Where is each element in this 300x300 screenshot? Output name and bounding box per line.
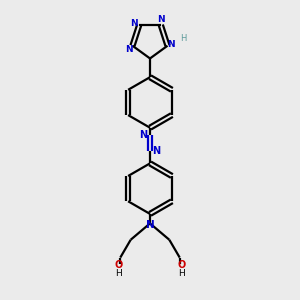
Text: H: H — [180, 34, 186, 43]
Text: H: H — [178, 268, 184, 278]
Text: O: O — [177, 260, 185, 270]
Text: N: N — [146, 220, 154, 230]
Text: H: H — [116, 268, 122, 278]
Text: N: N — [140, 130, 148, 140]
Text: N: N — [157, 15, 165, 24]
Text: N: N — [168, 40, 175, 49]
Text: O: O — [115, 260, 123, 270]
Text: N: N — [152, 146, 160, 157]
Text: N: N — [125, 45, 132, 54]
Text: N: N — [130, 19, 138, 28]
